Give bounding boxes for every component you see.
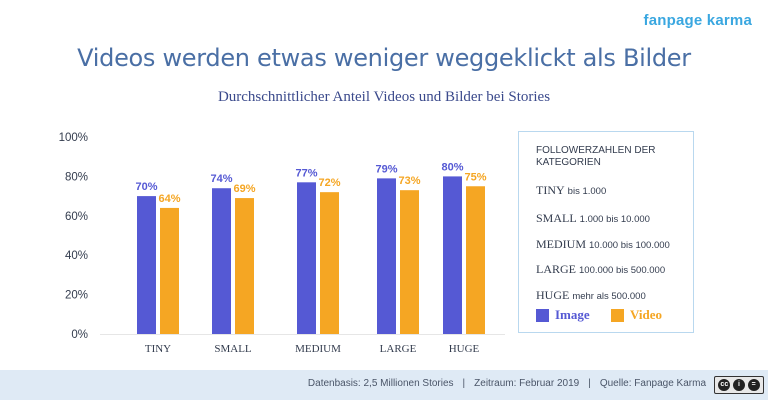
image-bar-large (377, 178, 396, 334)
x-category-label: HUGE (449, 343, 480, 355)
legend-category-name: SMALL (536, 211, 577, 225)
video-value-label: 64% (158, 193, 180, 205)
category-legend: FOLLOWERZAHLEN DER KATEGORIEN TINY bis 1.… (518, 131, 694, 333)
x-category-label: MEDIUM (295, 343, 341, 355)
image-bar-medium (297, 182, 316, 334)
legend-category-range: bis 1.000 (567, 186, 607, 197)
by-icon: i (732, 379, 745, 391)
video-value-label: 73% (398, 175, 420, 187)
legend-category-range: 100.000 bis 500.000 (579, 265, 666, 276)
video-bar-large (400, 190, 419, 334)
video-value-label: 72% (318, 177, 340, 189)
footer-bar: Datenbasis: 2,5 Millionen Stories | Zeitra… (0, 370, 768, 400)
footer-info: Datenbasis: 2,5 Millionen Stories | Zeitra… (308, 378, 706, 389)
legend-row-tiny: TINY bis 1.000 (536, 181, 606, 199)
y-tick-label: 100% (59, 132, 88, 144)
cc-icon: cc (718, 379, 731, 391)
bar-chart: 0% 20% 40% 60% 80% 100% 70%64% TINY 74%69% SMALL 7… (59, 132, 505, 355)
image-value-label: 70% (135, 181, 157, 193)
image-bar-huge (443, 176, 462, 334)
footer-period: Zeitraum: Februar 2019 (474, 378, 580, 389)
legend-row-large: LARGE 100.000 bis 500.000 (536, 260, 665, 278)
footer-source: Datenbasis: 2,5 Millionen Stories (307, 378, 454, 389)
image-bar-tiny (137, 196, 156, 334)
footer-credit: Quelle: Fanpage Karma (599, 378, 706, 389)
nd-icon: = (747, 379, 760, 391)
image-swatch (536, 308, 549, 322)
video-bar-medium (320, 192, 339, 334)
legend-row-medium: MEDIUM 10.000 bis 100.000 (536, 235, 670, 253)
x-category-label: SMALL (214, 343, 252, 355)
legend-category-range: mehr als 500.000 (572, 291, 646, 302)
legend-video-label: Video (630, 307, 663, 322)
video-bar-huge (466, 186, 485, 334)
video-swatch (611, 308, 624, 322)
chart-title: Videos werden etwas weniger weggeklickt … (77, 44, 691, 72)
x-category-label: TINY (145, 343, 171, 355)
legend-image-label: Image (555, 307, 590, 322)
image-bar-small (212, 188, 231, 334)
y-tick-label: 40% (65, 250, 88, 262)
fanpage-karma-logo: fanpage karma (643, 12, 752, 29)
legend-key-image: Image (536, 307, 590, 323)
y-tick-label: 20% (65, 290, 88, 302)
legend-category-range: 10.000 bis 100.000 (589, 240, 670, 251)
legend-category-name: MEDIUM (536, 237, 586, 251)
image-value-label: 77% (295, 167, 317, 179)
image-value-label: 74% (210, 173, 232, 185)
legend-row-huge: HUGE mehr als 500.000 (536, 286, 646, 304)
footer-separator: | (588, 378, 591, 389)
legend-category-name: TINY (536, 183, 565, 197)
legend-row-small: SMALL 1.000 bis 10.000 (536, 209, 650, 227)
y-tick-label: 80% (65, 171, 88, 183)
license-badge[interactable]: cc i = (714, 376, 764, 394)
image-value-label: 79% (375, 163, 397, 175)
footer-separator: | (462, 378, 466, 389)
legend-category-name: LARGE (536, 262, 576, 276)
image-value-label: 80% (441, 161, 463, 173)
legend-category-name: HUGE (536, 288, 570, 302)
video-value-label: 75% (464, 171, 486, 183)
video-bar-small (235, 198, 254, 334)
y-tick-label: 0% (71, 329, 88, 341)
legend-key-video: Video (611, 307, 662, 323)
video-value-label: 69% (233, 183, 255, 195)
legend-category-range: 1.000 bis 10.000 (579, 214, 650, 225)
legend-heading: FOLLOWERZAHLEN DER KATEGORIEN (536, 145, 656, 168)
x-category-label: LARGE (380, 343, 417, 355)
chart-subtitle: Durchschnittlicher Anteil Videos und Bil… (217, 89, 551, 105)
y-tick-label: 60% (65, 211, 88, 223)
video-bar-tiny (160, 207, 179, 334)
